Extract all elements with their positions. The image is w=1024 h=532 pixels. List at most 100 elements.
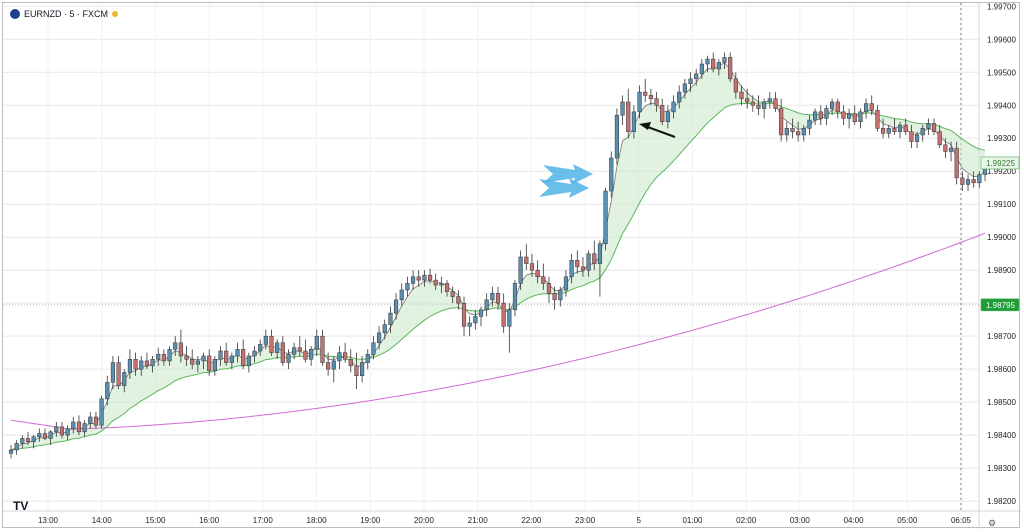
- ma-band-area: [11, 62, 985, 450]
- candle-body: [648, 95, 653, 99]
- candle: [167, 346, 172, 366]
- candle: [512, 280, 518, 317]
- y-tick-label: 1.98500: [987, 398, 1016, 407]
- x-tick-label: 06:05: [951, 516, 972, 525]
- candle: [614, 108, 619, 165]
- candle-body: [122, 372, 127, 386]
- candle: [348, 349, 353, 373]
- symbol-label: EURNZD · 5 · FXCM: [24, 9, 108, 19]
- candle: [609, 151, 614, 198]
- candle: [529, 253, 535, 277]
- candle-body: [337, 352, 342, 362]
- candle: [682, 78, 687, 99]
- x-tick-label: 05:00: [897, 516, 918, 525]
- slow-ma-line: [10, 102, 986, 451]
- candle-body: [382, 324, 387, 334]
- gear-icon[interactable]: ⚙: [988, 518, 997, 528]
- y-tick-label: 1.98700: [987, 332, 1016, 341]
- candle: [716, 59, 721, 76]
- candle: [229, 352, 234, 370]
- candle-body: [733, 78, 738, 93]
- candle-body: [518, 256, 523, 284]
- candle: [569, 253, 574, 284]
- candle: [280, 336, 285, 366]
- candle-body: [694, 73, 699, 80]
- candle: [371, 336, 376, 360]
- candle-body: [592, 253, 597, 264]
- black-arrow-head: [639, 122, 651, 130]
- candle: [971, 171, 976, 188]
- candle-body: [224, 350, 229, 363]
- price-axis[interactable]: 1.98200 1.98300 1.98400 1.98500 1.98600 1.987…: [980, 3, 1020, 506]
- candle: [59, 421, 65, 439]
- time-axis[interactable]: 13:00 14:00 15:00 16:00 17:00 18:00 19:00 20:00…: [38, 516, 972, 525]
- candle-body: [65, 428, 70, 436]
- x-tick-label: 03:00: [790, 516, 811, 525]
- candle-body: [433, 279, 438, 286]
- candle-body: [422, 274, 427, 281]
- candle: [258, 339, 263, 356]
- candle: [841, 105, 846, 126]
- candle-body: [195, 360, 200, 365]
- candle-body: [739, 91, 744, 99]
- candle: [880, 118, 886, 139]
- candle-body: [954, 147, 959, 179]
- ma-band-fill: [11, 62, 985, 450]
- candle-body: [297, 347, 302, 352]
- candle-body: [880, 128, 886, 134]
- price-badge-bg: [980, 156, 1020, 170]
- candle: [478, 306, 484, 327]
- candle: [847, 108, 852, 129]
- candle: [467, 316, 472, 337]
- candle: [677, 85, 682, 109]
- candlestick-chart[interactable]: 1.98200 1.98300 1.98400 1.98500 1.98600 1.987…: [3, 3, 1021, 529]
- x-tick-label: 18:00: [307, 516, 328, 525]
- candle-body: [258, 344, 263, 352]
- candle: [711, 52, 716, 73]
- candle: [926, 118, 931, 135]
- candle: [586, 250, 591, 277]
- candle: [784, 121, 789, 142]
- candle: [665, 105, 670, 129]
- candle: [252, 346, 257, 363]
- candle: [309, 346, 314, 366]
- candle: [954, 141, 959, 185]
- candle: [303, 339, 308, 363]
- candle: [699, 59, 704, 79]
- symbol-legend[interactable]: EURNZD · 5 · FXCM: [10, 9, 118, 19]
- candle-body: [512, 283, 518, 311]
- candle: [241, 339, 246, 370]
- candle-body: [965, 179, 971, 185]
- candle: [575, 250, 580, 274]
- candle: [150, 355, 155, 373]
- candle-body: [824, 108, 829, 119]
- candle: [756, 95, 761, 116]
- moving-average-lines: [10, 62, 986, 451]
- x-tick-label: 13:00: [38, 516, 59, 525]
- candle-body: [796, 131, 801, 136]
- candle-body: [756, 105, 761, 109]
- candle-body: [269, 335, 274, 353]
- candle-body: [235, 349, 240, 357]
- candle-body: [360, 362, 365, 377]
- candle: [144, 352, 149, 370]
- candle-body: [711, 58, 716, 70]
- candle: [835, 98, 840, 119]
- candle: [25, 431, 31, 446]
- y-tick-label: 1.98300: [987, 464, 1016, 473]
- candle-body: [728, 57, 733, 80]
- tradingview-logo-icon[interactable]: TV: [13, 499, 29, 513]
- candle: [461, 296, 467, 337]
- candle-body: [116, 362, 121, 386]
- candle: [314, 329, 319, 356]
- candle: [275, 339, 280, 360]
- y-tick-label: 1.98600: [987, 365, 1016, 374]
- candle: [439, 276, 444, 294]
- y-tick-label: 1.99100: [987, 200, 1016, 209]
- x-tick-label: 19:00: [360, 516, 381, 525]
- candle-body: [484, 299, 489, 311]
- candle-body: [847, 113, 852, 119]
- candle-body: [920, 128, 925, 136]
- candle-body: [139, 360, 144, 370]
